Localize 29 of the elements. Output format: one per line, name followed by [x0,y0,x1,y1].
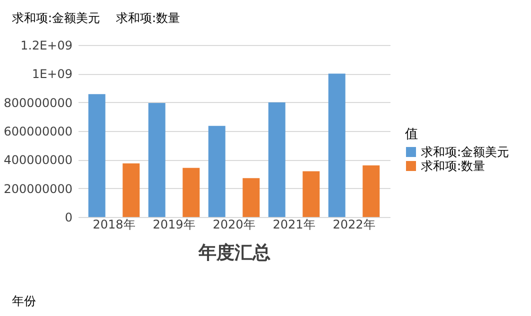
bar [182,168,200,217]
x-tick-label: 2022年 [332,218,376,232]
bar [362,165,380,217]
x-tick-label: 2019年 [152,218,196,232]
y-tick-label: 800000000 [4,96,72,110]
bar [122,163,140,217]
text: 求和项:数量 [116,11,180,25]
x-axis-title: 年度汇总 [198,242,270,264]
x-tick-label: 2020年 [212,218,256,232]
legend-title: 值 [405,127,418,142]
bar [88,94,106,217]
y-tick-label: 1.2E+09 [20,38,72,52]
bar [328,74,346,217]
text: 求和项:金额美元 [12,11,100,25]
legend-label: 求和项:数量 [421,159,486,173]
text: 年份 [12,294,36,308]
y-tick-label: 400000000 [4,153,72,168]
x-tick-label: 2021年 [272,218,316,232]
bar [208,126,226,217]
bar [148,103,166,217]
y-tick-label: 1E+09 [32,67,72,82]
bar [268,102,286,217]
bar [242,178,260,217]
legend-label: 求和项:金额美元 [421,145,510,159]
y-tick-label: 600000000 [4,124,72,138]
bar [302,171,320,217]
y-tick-label: 0 [64,210,72,224]
y-tick-label: 200000000 [4,182,72,196]
x-tick-label: 2018年 [92,218,136,232]
